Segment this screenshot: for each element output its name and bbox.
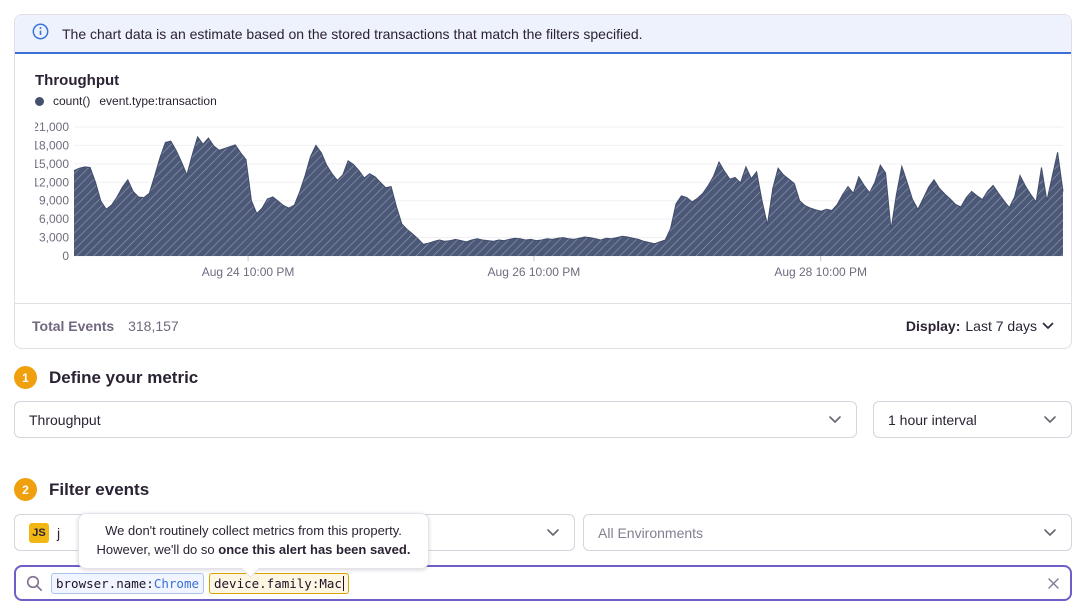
javascript-platform-icon: JS <box>29 522 49 543</box>
project-select-value: j <box>57 524 61 541</box>
svg-text:0: 0 <box>62 249 69 263</box>
svg-text:Aug 24 10:00 PM: Aug 24 10:00 PM <box>202 265 295 279</box>
svg-text:12,000: 12,000 <box>35 175 69 189</box>
chart-body: Throughput count() event.type:transactio… <box>15 54 1071 287</box>
search-icon <box>26 575 42 591</box>
token-key: device.family: <box>214 575 320 591</box>
metric-select[interactable]: Throughput <box>14 401 857 438</box>
svg-text:9,000: 9,000 <box>39 194 69 208</box>
throughput-chart-svg: 21,000 18,000 15,000 12,000 9,000 6,000 3,000 0… <box>32 120 1064 279</box>
banner-text: The chart data is an estimate based on t… <box>62 25 643 42</box>
search-tokens[interactable]: browser.name: Chrome device.family: Mac <box>51 572 1039 594</box>
svg-text:6,000: 6,000 <box>39 212 69 226</box>
step-2-badge: 2 <box>14 478 37 501</box>
info-banner: The chart data is an estimate based on t… <box>15 15 1071 54</box>
chevron-down-icon <box>1044 416 1056 423</box>
token-value: Chrome <box>153 575 199 591</box>
metric-select-value: Throughput <box>29 411 101 428</box>
metric-collection-tooltip: We don't routinely collect metrics from … <box>78 513 429 578</box>
chevron-down-icon <box>1042 322 1054 329</box>
throughput-chart: 21,000 18,000 15,000 12,000 9,000 6,000 3,000 0… <box>32 119 1064 287</box>
chevron-down-icon <box>829 416 841 423</box>
svg-text:Aug 26 10:00 PM: Aug 26 10:00 PM <box>488 265 581 279</box>
section-define-metric: 1 Define your metric <box>14 366 1072 389</box>
chart-card: The chart data is an estimate based on t… <box>14 14 1072 349</box>
chart-card-footer: Total Events 318,157 Display: Last 7 day… <box>15 303 1071 348</box>
interval-select[interactable]: 1 hour interval <box>873 401 1072 438</box>
section-1-title: Define your metric <box>49 367 199 387</box>
total-events-label: Total Events <box>32 318 115 334</box>
chevron-down-icon <box>547 529 559 536</box>
display-value: Last 7 days <box>965 318 1037 334</box>
token-value: Mac <box>319 575 342 591</box>
legend-query-label: event.type:transaction <box>99 94 217 108</box>
display-range-dropdown[interactable]: Display: Last 7 days <box>906 318 1054 334</box>
search-token-browser-name[interactable]: browser.name: Chrome <box>51 572 204 594</box>
filter-search-input[interactable]: browser.name: Chrome device.family: Mac <box>14 565 1072 601</box>
legend-series-label: count() <box>53 94 91 108</box>
step-1-badge: 1 <box>14 366 37 389</box>
svg-text:Aug 28 10:00 PM: Aug 28 10:00 PM <box>774 265 867 279</box>
svg-text:21,000: 21,000 <box>35 120 69 134</box>
info-icon <box>32 23 49 45</box>
section-filter-events: 2 Filter events <box>14 478 1072 501</box>
search-token-device-family[interactable]: device.family: Mac <box>209 572 350 594</box>
tooltip-line-2: However, we'll do so once this alert has… <box>96 541 411 557</box>
svg-text:3,000: 3,000 <box>39 231 69 245</box>
total-events: Total Events 318,157 <box>32 318 179 334</box>
chart-legend: count() event.type:transaction <box>35 94 1051 108</box>
interval-select-value: 1 hour interval <box>888 411 977 428</box>
tooltip-line-1: We don't routinely collect metrics from … <box>105 523 402 538</box>
clear-search-icon[interactable] <box>1047 577 1060 590</box>
environment-select-value: All Environments <box>598 524 704 541</box>
text-caret <box>342 575 345 591</box>
legend-dot-icon <box>35 96 44 106</box>
section-2-title: Filter events <box>49 479 150 499</box>
svg-text:18,000: 18,000 <box>35 138 69 152</box>
svg-text:15,000: 15,000 <box>35 157 69 171</box>
token-key: browser.name: <box>56 575 154 591</box>
environment-select[interactable]: All Environments <box>583 514 1072 551</box>
metric-row: Throughput 1 hour interval <box>14 401 1072 438</box>
chevron-down-icon <box>1044 529 1056 536</box>
chart-title: Throughput <box>35 72 120 89</box>
display-label: Display: <box>905 318 961 334</box>
total-events-value: 318,157 <box>128 318 179 334</box>
